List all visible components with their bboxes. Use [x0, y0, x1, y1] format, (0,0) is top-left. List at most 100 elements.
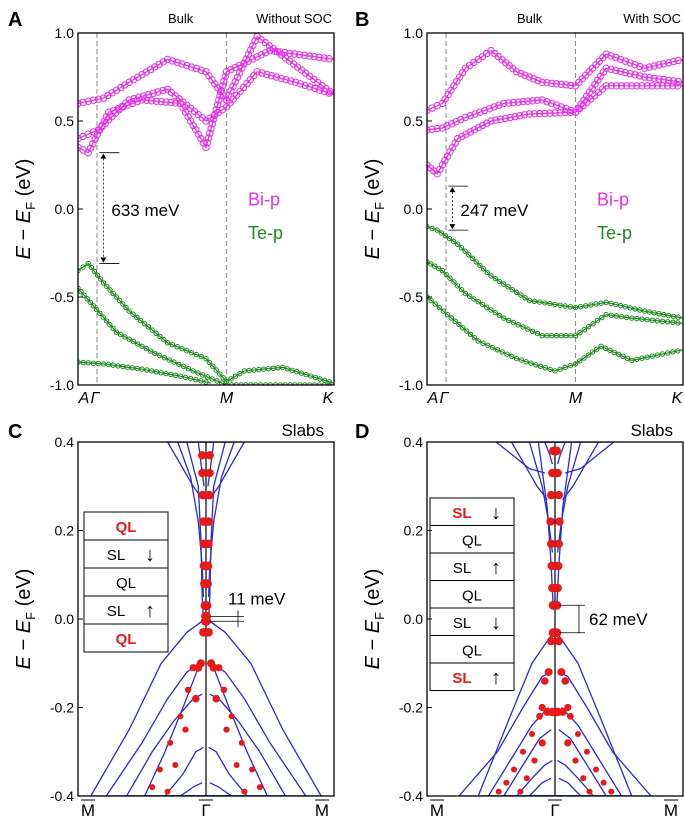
band-marker — [552, 301, 558, 308]
band-marker — [470, 126, 479, 134]
band-marker — [253, 68, 261, 76]
band-marker — [627, 305, 633, 311]
band-marker — [454, 134, 462, 143]
band-marker — [501, 281, 507, 287]
band-marker — [157, 333, 163, 340]
band-marker — [639, 316, 645, 322]
weight-dot — [256, 784, 263, 791]
band-marker — [326, 379, 332, 385]
band-marker — [572, 333, 579, 339]
band-marker — [163, 370, 169, 377]
band-marker — [161, 355, 168, 361]
band-marker — [621, 68, 630, 77]
band-marker — [509, 286, 515, 293]
band-marker — [159, 58, 168, 66]
band-marker — [501, 315, 507, 321]
stack-layer-label: QL — [462, 642, 482, 659]
band-marker — [164, 340, 171, 346]
band-marker — [281, 48, 289, 57]
y-tick-label: -0.2 — [399, 700, 423, 716]
band-marker — [530, 110, 539, 118]
band-marker — [602, 82, 610, 90]
weight-dot — [572, 757, 579, 764]
weight-dot — [548, 707, 557, 717]
weight-dot — [205, 468, 214, 478]
weight-dot — [228, 713, 235, 720]
band-marker — [168, 57, 177, 65]
weight-dot — [503, 779, 510, 786]
band-marker — [538, 96, 546, 104]
y-tick-label: -1.0 — [50, 377, 74, 393]
band-marker — [561, 108, 569, 117]
band-marker — [84, 97, 92, 106]
band-marker — [153, 369, 160, 375]
band-marker — [154, 88, 162, 96]
band-marker — [183, 61, 191, 70]
band-marker — [488, 307, 494, 313]
band-marker — [462, 248, 468, 254]
band-marker — [520, 324, 526, 330]
band-marker — [516, 112, 524, 120]
band-marker — [562, 364, 568, 371]
band-marker — [551, 109, 559, 117]
x-tick-label: A — [78, 390, 90, 407]
slab-band — [537, 442, 573, 606]
band-marker — [655, 75, 663, 83]
band-marker — [531, 298, 538, 304]
weight-dot — [511, 766, 517, 773]
band-marker — [510, 319, 517, 326]
band-marker — [479, 301, 486, 308]
band-marker — [524, 97, 532, 105]
band-marker — [533, 96, 542, 105]
band-marker — [228, 376, 234, 382]
band-marker — [515, 322, 521, 328]
band-marker — [484, 304, 490, 310]
band-marker — [231, 63, 239, 72]
band-marker — [130, 338, 137, 345]
band-marker — [567, 304, 574, 310]
band-marker — [126, 336, 132, 342]
band-marker — [442, 233, 449, 239]
legend-te-p: Te-p — [248, 223, 283, 243]
weight-dot — [608, 788, 615, 795]
band-marker — [577, 358, 583, 364]
band-marker — [231, 78, 240, 86]
band-marker — [443, 152, 452, 160]
band-marker — [133, 97, 141, 106]
y-axis-label: E − EF (eV) — [362, 569, 387, 670]
band-marker — [509, 353, 515, 360]
band-marker — [212, 105, 220, 114]
x-tick-label: M — [569, 390, 583, 407]
band-marker — [235, 69, 244, 77]
y-tick-label: 0.4 — [55, 434, 75, 450]
weight-dot — [544, 668, 553, 677]
weight-dot — [198, 451, 207, 460]
band-marker — [161, 336, 167, 343]
band-marker — [607, 65, 615, 74]
weight-dot — [531, 757, 538, 764]
x-tick-label: Γ — [201, 801, 210, 820]
y-axis-label-part: F — [372, 202, 387, 210]
band-marker — [631, 71, 639, 79]
band-marker — [659, 351, 666, 357]
band-marker — [624, 355, 631, 361]
band-marker — [310, 53, 318, 61]
band-marker — [98, 122, 106, 130]
band-marker — [670, 319, 676, 325]
y-axis-label-part: E — [13, 619, 35, 633]
band-marker — [633, 82, 641, 90]
band-marker — [180, 363, 187, 370]
stack-layer-label: SL — [107, 547, 125, 564]
band-marker — [594, 346, 600, 352]
band-marker — [634, 315, 640, 322]
band-marker — [289, 367, 295, 373]
band-marker — [116, 297, 123, 304]
band-marker — [534, 330, 541, 337]
band-marker — [617, 302, 624, 309]
band-marker — [594, 317, 601, 324]
y-axis-label-part: E — [13, 655, 35, 669]
weight-dot — [495, 788, 502, 795]
slab-band — [487, 707, 623, 796]
band-marker — [206, 129, 214, 137]
band-marker — [162, 98, 170, 106]
